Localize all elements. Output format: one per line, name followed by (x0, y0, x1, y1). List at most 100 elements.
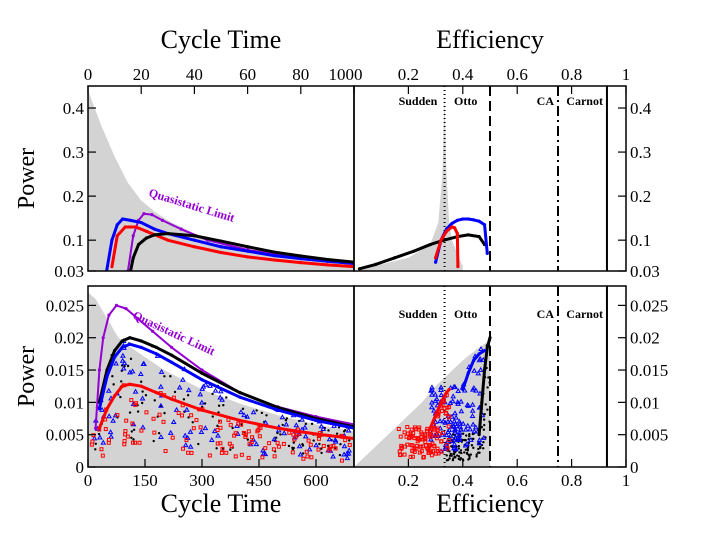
scatter-point-black (452, 452, 455, 455)
scatter-point-black (459, 456, 463, 460)
series-point-black (152, 233, 157, 237)
scatter-point-black (217, 404, 221, 407)
series-point-black (488, 336, 492, 340)
x-tick-label: 450 (246, 471, 272, 490)
y-tick-label: 0 (76, 458, 85, 477)
scatter-point-blue (247, 441, 254, 447)
scatter-point-red (434, 436, 439, 441)
scatter-point-black (136, 410, 140, 413)
scatter-point-black (482, 428, 486, 431)
scatter-point-black (211, 392, 214, 396)
scatter-point-red (255, 429, 260, 434)
scatter-point-red (440, 408, 445, 413)
scatter-point-black (130, 436, 133, 439)
scatter-point-red (424, 428, 429, 433)
scatter-point-red (305, 454, 310, 459)
scatter-point-red (423, 433, 428, 438)
series-point-black (166, 231, 170, 236)
scatter-point-black (144, 394, 148, 397)
scatter-point-red (304, 449, 309, 454)
scatter-point-black (484, 403, 487, 406)
scatter-point-red (435, 449, 440, 454)
series-point-quasistatic-limit (124, 307, 128, 311)
scatter-point-red (421, 444, 426, 449)
scatter-point-black (486, 408, 489, 411)
ref-label-ca: CA (537, 94, 555, 108)
scatter-point-red (246, 455, 251, 460)
series-point-blue (485, 251, 489, 255)
series-point-red (455, 231, 459, 236)
scatter-point-black (337, 426, 341, 429)
scatter-point-blue (438, 384, 444, 390)
scatter-point-blue (183, 406, 190, 412)
scatter-point-black (466, 447, 469, 451)
y-tick-label: 0.1 (63, 231, 84, 250)
series-line-black (359, 233, 486, 271)
scatter-point-blue (457, 420, 463, 426)
scatter-point-black (94, 448, 97, 451)
scatter-point-blue (443, 432, 450, 438)
series-point-red (192, 245, 196, 249)
series-point-black (412, 249, 416, 253)
scatter-point-black (276, 431, 279, 435)
x-tick-label: 150 (132, 471, 158, 490)
series-point-blue (120, 217, 125, 221)
y-tick-label: 0.015 (46, 361, 84, 380)
scatter-point-red (133, 440, 138, 445)
scatter-point-blue (297, 451, 304, 457)
scatter-point-black (318, 442, 321, 446)
scatter-point-black (448, 454, 452, 457)
x-axis-label: Efficiency (436, 489, 544, 518)
scatter-point-black (458, 451, 461, 454)
scatter-point-red (328, 444, 333, 449)
scatter-point-blue (108, 433, 114, 439)
scatter-point-blue (469, 407, 476, 413)
scatter-point-blue (170, 419, 177, 425)
series-point-red (105, 407, 109, 411)
scatter-point-black (141, 390, 144, 393)
scatter-point-blue (478, 345, 484, 352)
scatter-point-red (257, 434, 262, 439)
scatter-point-red (435, 426, 440, 431)
ref-label-otto: Otto (454, 307, 477, 321)
scatter-point-blue (326, 436, 333, 442)
scatter-point-red (194, 418, 199, 423)
series-point-red (115, 234, 119, 238)
series-point-quasistatic-limit (94, 426, 98, 430)
series-point-blue (154, 352, 158, 356)
series-point-red (110, 264, 114, 269)
series-point-blue (482, 349, 487, 353)
scatter-point-blue (219, 396, 226, 402)
scatter-point-black (111, 375, 114, 378)
series-point-blue (120, 345, 124, 350)
scatter-point-black (163, 411, 166, 415)
scatter-point-red (402, 452, 407, 457)
series-point-black (170, 353, 174, 357)
scatter-point-black (197, 442, 200, 446)
series-point-blue (472, 218, 476, 222)
ref-label-carnot: Carnot (566, 307, 603, 321)
series-point-blue (461, 217, 465, 221)
series-point-blue (97, 407, 101, 411)
scatter-point-red (430, 441, 435, 446)
scatter-point-black (457, 447, 460, 450)
plot-area (354, 286, 608, 467)
scatter-point-red (215, 428, 220, 433)
scatter-point-red (176, 411, 181, 416)
scatter-point-blue (187, 443, 194, 449)
series-point-red (238, 418, 242, 423)
scatter-point-red (217, 419, 222, 424)
scatter-point-red (125, 434, 130, 439)
series-point-red (200, 408, 204, 412)
series-point-red (154, 391, 158, 395)
scatter-point-blue (187, 428, 194, 434)
scatter-point-black (163, 375, 166, 378)
scatter-point-red (308, 442, 313, 447)
scatter-point-black (488, 420, 491, 423)
scatter-point-blue (473, 387, 479, 393)
scatter-point-blue (457, 426, 464, 432)
scatter-point-red (412, 436, 417, 441)
scatter-point-blue (215, 432, 221, 438)
scatter-point-black (265, 414, 268, 417)
scatter-point-blue (437, 418, 443, 424)
